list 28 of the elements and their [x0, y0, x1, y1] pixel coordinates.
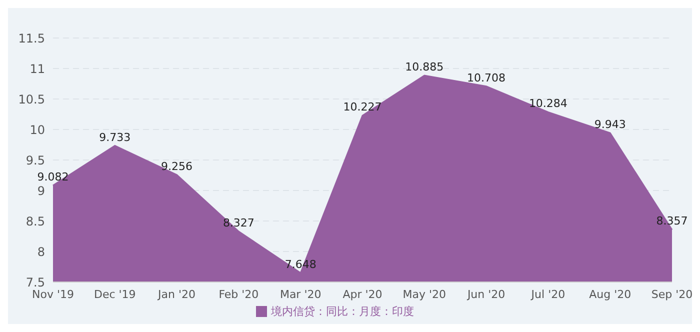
- x-tick-label: Apr '20: [342, 288, 382, 301]
- data-label: 10.885: [405, 60, 444, 74]
- data-label: 9.733: [99, 130, 131, 144]
- x-tick-label: Nov '19: [32, 288, 74, 301]
- x-tick-label: Sep '20: [651, 288, 693, 301]
- x-tick-label: Aug '20: [589, 288, 632, 301]
- y-tick-label: 10.5: [18, 92, 45, 106]
- y-tick-label: 9: [37, 184, 45, 198]
- data-label: 9.943: [594, 118, 626, 131]
- x-tick-label: Jul '20: [530, 288, 566, 301]
- x-tick-label: Dec '19: [94, 288, 136, 301]
- y-tick-label: 11: [30, 62, 45, 76]
- x-tick-label: Mar '20: [280, 288, 322, 301]
- x-tick-label: Jan '20: [157, 288, 196, 301]
- y-tick-label: 11.5: [18, 31, 45, 46]
- data-label: 10.708: [467, 71, 506, 84]
- x-tick-label: May '20: [402, 288, 446, 301]
- x-tick-label: Jun '20: [466, 288, 506, 301]
- legend-label: 境内信贷：同比：月度：印度: [271, 305, 414, 318]
- y-tick-label: 9.5: [26, 153, 45, 168]
- y-tick-label: 10: [30, 122, 45, 137]
- data-label: 9.256: [161, 160, 193, 173]
- y-tick-label: 7.5: [26, 275, 45, 290]
- y-tick-label: 8: [37, 244, 45, 259]
- data-label: 10.284: [528, 97, 568, 110]
- x-tick-label: Feb '20: [218, 288, 259, 301]
- y-tick-label: 8.5: [26, 214, 45, 228]
- data-label: 9.082: [37, 170, 69, 184]
